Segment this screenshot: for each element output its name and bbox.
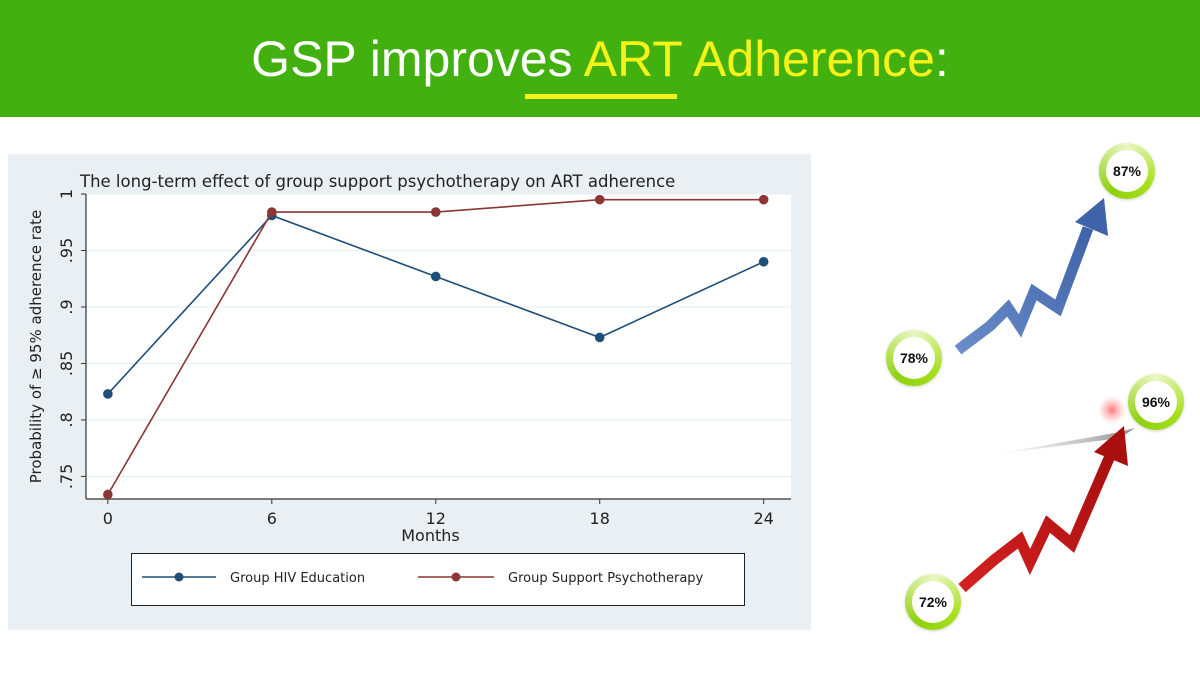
y-tick-label-5: 1 bbox=[57, 189, 76, 199]
x-axis-label: Months bbox=[401, 526, 459, 545]
x-tick-label-0: 0 bbox=[103, 509, 113, 528]
legend-swatch-support-psychotherapy bbox=[418, 572, 494, 582]
data-point-s1-1 bbox=[267, 207, 277, 217]
legend-swatch-hiv-education bbox=[142, 572, 216, 582]
title-part-1: GSP improves bbox=[251, 31, 584, 87]
data-point-s1-3 bbox=[594, 194, 605, 205]
legend-label-support-psychotherapy: Group Support Psychotherapy bbox=[508, 571, 704, 586]
data-point-s1-0 bbox=[103, 489, 113, 500]
badge-78: 78% bbox=[886, 330, 942, 386]
red-arrow-icon bbox=[958, 426, 1128, 593]
data-point-s0-0 bbox=[103, 389, 113, 399]
title-underline bbox=[525, 94, 677, 99]
y-tick-label-2: .85 bbox=[57, 351, 76, 376]
chart-legend: Group HIV Education Group Support Psycho… bbox=[131, 553, 745, 606]
badge-78-label: 78% bbox=[893, 337, 935, 379]
light-streak-icon bbox=[990, 396, 1135, 455]
y-tick-label-0: .75 bbox=[57, 464, 76, 489]
title-highlight-adherence: Adherence bbox=[681, 31, 935, 87]
chart-title: The long-term effect of group support ps… bbox=[80, 172, 676, 191]
legend-item-support-psychotherapy: Group Support Psychotherapy bbox=[418, 567, 738, 591]
legend-label-hiv-education: Group HIV Education bbox=[230, 571, 366, 586]
badge-72-label: 72% bbox=[912, 581, 954, 623]
x-tick-label-2: 12 bbox=[426, 509, 446, 528]
trend-arrows bbox=[954, 198, 1135, 593]
chart-panel: .75 .8 .85 .9 .95 1 0 6 12 18 24 Months Probability … bbox=[8, 154, 811, 630]
data-point-s1-4 bbox=[758, 194, 769, 205]
title-colon: : bbox=[934, 31, 949, 87]
x-tick-label-3: 18 bbox=[590, 509, 610, 528]
y-tick-label-3: .9 bbox=[57, 299, 76, 314]
badge-96: 96% bbox=[1128, 374, 1184, 430]
data-point-s0-4 bbox=[758, 256, 769, 267]
badge-87: 87% bbox=[1099, 143, 1155, 199]
data-point-s1-2 bbox=[430, 207, 441, 217]
blue-arrow-icon bbox=[954, 198, 1108, 355]
data-point-s0-2 bbox=[430, 271, 441, 282]
legend-item-hiv-education: Group HIV Education bbox=[142, 567, 412, 591]
data-point-s0-3 bbox=[594, 332, 605, 343]
line-chart: .75 .8 .85 .9 .95 1 0 6 12 18 24 Months Probability … bbox=[27, 189, 791, 545]
y-tick-label-1: .8 bbox=[57, 412, 76, 427]
badge-96-label: 96% bbox=[1135, 381, 1177, 423]
y-axis-label: Probability of ≥ 95% adherence rate bbox=[27, 210, 45, 483]
plot-area bbox=[86, 194, 791, 499]
x-tick-label-4: 24 bbox=[753, 509, 773, 528]
x-tick-label-1: 6 bbox=[267, 509, 277, 528]
y-tick-label-4: .95 bbox=[57, 238, 76, 263]
slide-title: GSP improves ART Adherence: bbox=[0, 30, 1200, 88]
badge-87-label: 87% bbox=[1106, 150, 1148, 192]
badge-72: 72% bbox=[905, 574, 961, 630]
title-highlight-art: ART bbox=[583, 31, 682, 87]
